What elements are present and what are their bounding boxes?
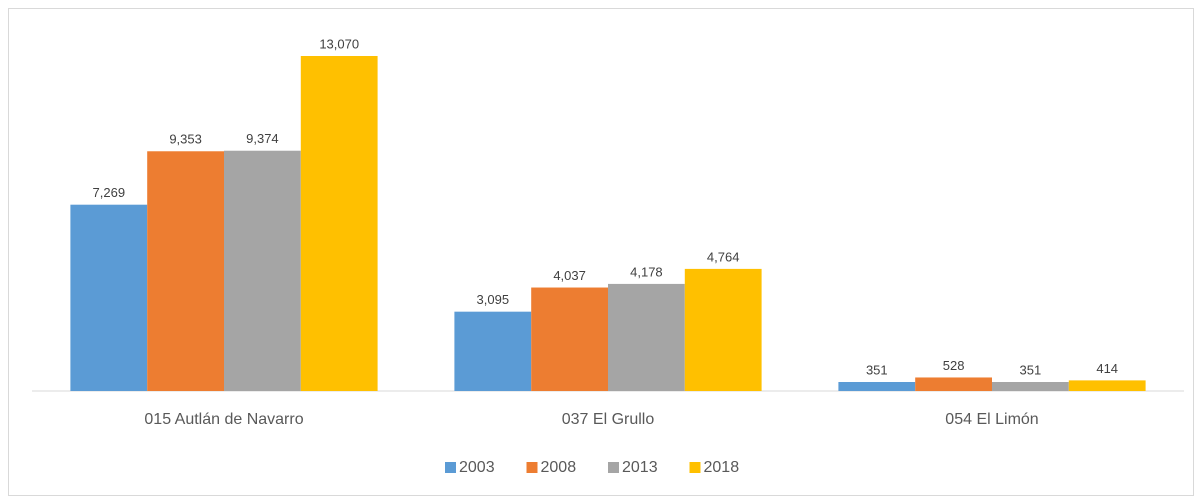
legend-swatch [608,462,619,473]
data-label: 9,353 [169,132,202,147]
legend-label: 2013 [622,459,658,476]
bar [1068,380,1146,391]
x-tick-label: 015 Autlán de Navarro [144,411,303,428]
legend-swatch [526,462,538,473]
data-label: 414 [1096,361,1118,376]
x-tick-label: 054 El Limón [945,411,1038,428]
data-label: 351 [1020,362,1042,377]
data-label: 528 [943,358,965,373]
x-tick-label: 037 El Grullo [562,411,655,428]
bar [454,311,532,391]
bar [224,150,301,391]
legend-label: 2008 [541,459,577,476]
legend-label: 2003 [459,459,495,476]
bar [838,382,916,391]
bar [992,382,1069,391]
bar [300,56,378,391]
bar [531,287,608,391]
legend-swatch [689,462,701,473]
data-label: 4,764 [707,249,740,264]
data-label: 4,037 [553,268,586,283]
legend-label: 2018 [704,459,740,476]
bar [684,268,762,391]
data-label: 351 [866,362,888,377]
data-label: 13,070 [319,36,359,51]
bar [915,377,992,391]
bar [608,283,685,391]
data-label: 7,269 [93,185,126,200]
bar [147,151,224,391]
data-label: 4,178 [630,264,663,279]
legend-swatch [445,462,456,473]
data-label: 3,095 [477,292,510,307]
data-label: 9,374 [246,131,279,146]
bar [70,204,148,391]
